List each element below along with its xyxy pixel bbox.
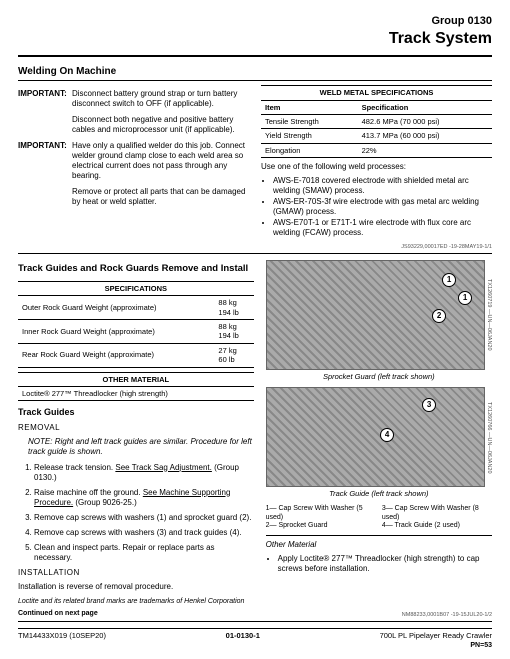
legend-item: 3— Cap Screw With Washer (8 used) (382, 505, 492, 523)
image-ref: TX1260719 —UN—06JAN20 (485, 260, 492, 370)
callout-1: 1 (442, 273, 456, 287)
install-body: Installation is reverse of removal proce… (18, 582, 254, 592)
track-guide-image: 3 4 (266, 387, 486, 487)
note-block: NOTE: Right and left track guides are si… (28, 437, 254, 457)
list-item: Apply Loctite® 277™ Threadlocker (high s… (278, 554, 492, 574)
note-body: Right and left track guides are similar.… (28, 437, 252, 456)
divider (266, 535, 492, 536)
footer-product: 700L PL Pipelayer Ready Crawler (380, 631, 492, 640)
table-header: Specification (358, 100, 492, 114)
reference-code: JS93229,00017ED -19-28MAY19-1/1 (18, 244, 492, 251)
table-row: Yield Strength413.7 MPa (60 000 psi) (261, 129, 492, 143)
callout-4: 4 (380, 428, 394, 442)
trademark-note: Loctite and its related brand marks are … (18, 598, 254, 607)
spec-table: SPECIFICATIONS Outer Rock Guard Weight (… (18, 281, 254, 368)
table-row: Inner Rock Guard Weight (approximate)88 … (18, 320, 254, 344)
divider (18, 55, 492, 57)
footer-page-code: 01-0130-1 (226, 631, 260, 640)
list-item: AWS-E70T-1 or E71T-1 wire electrode with… (273, 218, 492, 238)
callout-3: 3 (422, 398, 436, 412)
list-item: AWS-E-7018 covered electrode with shield… (273, 176, 492, 196)
welding-right-col: WELD METAL SPECIFICATIONS Item Specifica… (261, 85, 492, 242)
material-table: OTHER MATERIAL Loctite® 277™ Threadlocke… (18, 372, 254, 402)
table-row: Tensile Strength482.6 MPa (70 000 psi) (261, 115, 492, 129)
welding-left-col: IMPORTANT: Disconnect battery ground str… (18, 85, 249, 242)
step-item: Release track tension. See Track Sag Adj… (34, 463, 254, 483)
legend-item: 4— Track Guide (2 used) (382, 522, 492, 531)
list-item: AWS-ER-70S-3f wire electrode with gas me… (273, 197, 492, 217)
cross-ref-link[interactable]: See Track Sag Adjustment. (115, 463, 212, 472)
sprocket-guard-image: 1 1 2 (266, 260, 486, 370)
process-list: AWS-E-7018 covered electrode with shield… (273, 176, 492, 238)
table-row: Outer Rock Guard Weight (approximate)88 … (18, 296, 254, 320)
divider (18, 621, 492, 622)
table-row: Elongation22% (261, 143, 492, 157)
step-item: Remove cap screws with washers (3) and t… (34, 528, 254, 538)
page-number: PN=53 (18, 642, 492, 651)
reference-code: NM88233,0001B07 -19-15JUL20-1/2 (402, 612, 492, 619)
page-footer: TM14433X019 (10SEP20) 01-0130-1 700L PL … (18, 628, 492, 640)
section-track-title: Track Guides and Rock Guards Remove and … (18, 260, 254, 277)
important-para2: Disconnect both negative and positive ba… (72, 115, 249, 135)
step-item: Raise machine off the ground. See Machin… (34, 488, 254, 508)
install-head: INSTALLATION (18, 568, 254, 578)
track-left-col: Track Guides and Rock Guards Remove and … (18, 260, 254, 606)
continued-note: Continued on next page (18, 610, 98, 619)
callout-legend: 1— Cap Screw With Washer (5 used) 2— Spr… (266, 505, 492, 531)
important-label: IMPORTANT: (18, 89, 67, 98)
important-label: IMPORTANT: (18, 141, 67, 150)
step-item: Remove cap screws with washers (1) and s… (34, 513, 254, 523)
callout-2: 2 (432, 309, 446, 323)
legend-item: 2— Sprocket Guard (266, 522, 376, 531)
footer-doc-id: TM14433X019 (10SEP20) (18, 631, 106, 640)
image-caption: Track Guide (left track shown) (266, 489, 492, 498)
section-welding-title: Welding On Machine (18, 63, 492, 82)
page-title: Track System (18, 29, 492, 49)
important-block: IMPORTANT: Have only a qualified welder … (18, 141, 249, 181)
important-body: Disconnect battery ground strap or turn … (72, 89, 249, 109)
removal-steps: Release track tension. See Track Sag Adj… (34, 463, 254, 563)
other-material-list: Apply Loctite® 277™ Threadlocker (high s… (278, 554, 492, 574)
section-welding-body: IMPORTANT: Disconnect battery ground str… (18, 85, 492, 242)
table-row: Loctite® 277™ Threadlocker (high strengt… (18, 386, 254, 400)
image-caption: Sprocket Guard (left track shown) (266, 372, 492, 381)
group-label: Group 0130 (18, 15, 492, 29)
important-block: IMPORTANT: Disconnect battery ground str… (18, 89, 249, 109)
important-body: Have only a qualified welder do this job… (72, 141, 249, 181)
table-row: Rear Rock Guard Weight (approximate)27 k… (18, 343, 254, 367)
other-material-head: Other Material (266, 540, 492, 550)
callout-1b: 1 (458, 291, 472, 305)
table-caption: OTHER MATERIAL (18, 372, 254, 386)
weld-spec-table: WELD METAL SPECIFICATIONS Item Specifica… (261, 85, 492, 158)
divider (18, 253, 492, 254)
removal-head: REMOVAL (18, 423, 254, 433)
table-header: Item (261, 100, 358, 114)
table-caption: WELD METAL SPECIFICATIONS (261, 86, 492, 100)
note-label: NOTE: (28, 437, 52, 446)
important-para2: Remove or protect all parts that can be … (72, 187, 249, 207)
legend-item: 1— Cap Screw With Washer (5 used) (266, 505, 376, 523)
page-header: Group 0130 Track System (18, 15, 492, 49)
table-caption: SPECIFICATIONS (18, 281, 254, 295)
section-track-guides: Track Guides and Rock Guards Remove and … (18, 260, 492, 606)
process-intro: Use one of the following weld processes: (261, 162, 492, 172)
track-right-col: 1 1 2 TX1260719 —UN—06JAN20 Sprocket Gua… (266, 260, 492, 606)
track-guides-head: Track Guides (18, 407, 254, 418)
image-ref: TX1260766 —UN—06JAN20 (485, 387, 492, 487)
step-item: Clean and inspect parts. Repair or repla… (34, 543, 254, 563)
